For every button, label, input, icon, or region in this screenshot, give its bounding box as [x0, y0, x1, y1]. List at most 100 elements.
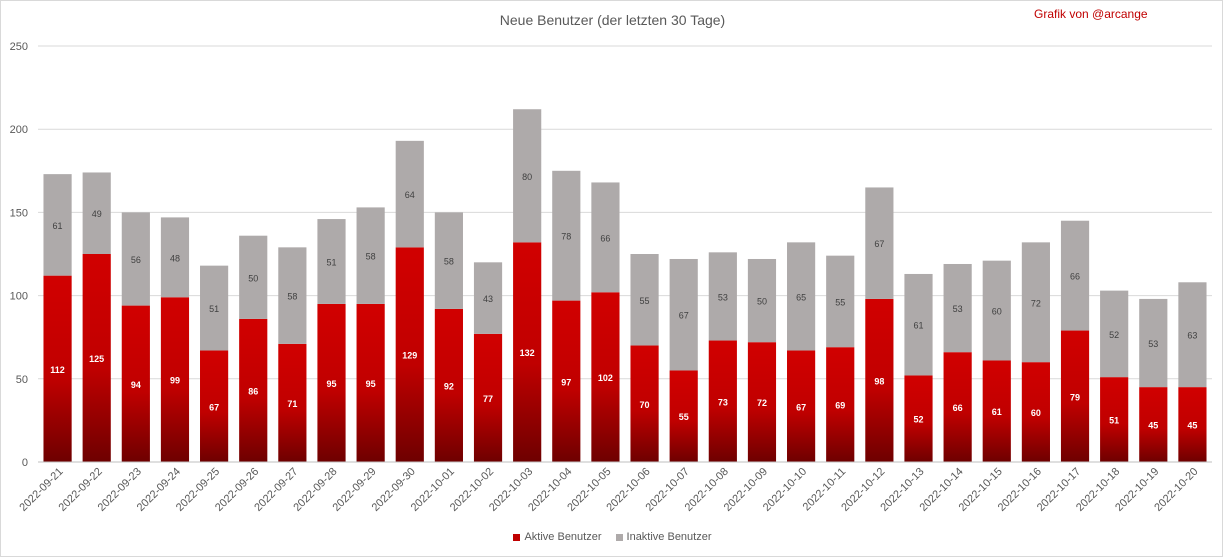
bar-inactive: [473, 262, 503, 334]
bar-inactive: [943, 263, 972, 353]
data-label-active: 102: [598, 373, 613, 383]
bar-inactive: [591, 182, 620, 293]
bar-inactive: [865, 187, 894, 299]
data-label-inactive: 65: [796, 292, 806, 302]
data-label-active: 112: [50, 365, 65, 375]
bar-inactive: [1021, 242, 1050, 363]
data-label-inactive: 53: [953, 304, 963, 314]
data-label-inactive: 51: [209, 304, 219, 314]
data-label-active: 98: [874, 376, 884, 386]
data-label-active: 45: [1187, 421, 1197, 431]
bar-active: [1100, 377, 1129, 462]
bar-inactive: [121, 212, 150, 306]
data-label-inactive: 53: [718, 292, 728, 302]
data-label-active: 86: [248, 386, 258, 396]
bar-inactive: [630, 254, 659, 346]
data-label-active: 77: [483, 394, 493, 404]
data-label-inactive: 66: [1070, 272, 1080, 282]
bar-inactive: [395, 140, 424, 248]
bar-inactive: [1100, 290, 1129, 378]
chart-legend: Aktive Benutzer Inaktive Benutzer: [1, 531, 1223, 543]
bar-active: [708, 340, 737, 462]
data-label-inactive: 55: [835, 297, 845, 307]
bar-active: [82, 254, 111, 462]
bar-inactive: [278, 247, 307, 344]
bar-active: [787, 350, 816, 462]
bar-active: [513, 242, 542, 462]
data-label-inactive: 63: [1187, 331, 1197, 341]
data-label-active: 92: [444, 381, 454, 391]
data-label-inactive: 58: [366, 252, 376, 262]
data-label-active: 55: [679, 412, 689, 422]
bar-active: [904, 375, 933, 462]
chart-credit: Grafik von @arcange: [1034, 7, 1148, 21]
bar-active: [239, 318, 268, 462]
data-label-active: 72: [757, 398, 767, 408]
legend-item-active: Aktive Benutzer: [513, 531, 602, 543]
bar-inactive: [513, 109, 542, 243]
bar-inactive: [826, 255, 855, 348]
bar-active: [943, 352, 972, 462]
bar-active: [552, 300, 581, 462]
data-label-active: 94: [131, 380, 141, 390]
data-label-inactive: 48: [170, 253, 180, 263]
bar-active: [747, 342, 777, 462]
bar-active: [669, 370, 698, 462]
bar-inactive: [317, 219, 346, 304]
legend-swatch-inactive: [615, 533, 623, 541]
bar-active: [1060, 330, 1090, 462]
bar-inactive: [669, 258, 698, 371]
bar-inactive: [82, 172, 111, 254]
bar-active: [1021, 362, 1050, 462]
data-label-active: 67: [796, 402, 806, 412]
bar-active: [121, 305, 150, 462]
data-label-inactive: 49: [92, 209, 102, 219]
y-tick-label: 150: [10, 207, 28, 219]
bar-inactive: [160, 217, 190, 298]
data-label-inactive: 51: [326, 257, 336, 267]
legend-item-inactive: Inaktive Benutzer: [615, 531, 712, 543]
bar-inactive: [356, 207, 385, 304]
bar-active: [434, 308, 463, 462]
data-label-inactive: 56: [131, 255, 141, 265]
bar-active: [630, 345, 659, 462]
bar-active: [278, 343, 307, 462]
data-label-inactive: 55: [640, 296, 650, 306]
data-label-active: 66: [953, 403, 963, 413]
legend-label-inactive: Inaktive Benutzer: [626, 531, 712, 543]
bar-inactive: [708, 252, 737, 341]
bar-inactive: [747, 258, 777, 343]
bar-active: [395, 247, 424, 462]
bar-active: [591, 292, 620, 462]
data-label-inactive: 43: [483, 294, 493, 304]
data-label-inactive: 61: [913, 321, 923, 331]
bar-inactive: [1060, 220, 1090, 331]
data-label-inactive: 50: [757, 297, 767, 307]
data-label-inactive: 72: [1031, 298, 1041, 308]
y-tick-label: 200: [10, 124, 28, 136]
data-label-inactive: 80: [522, 172, 532, 182]
y-tick-label: 250: [10, 41, 28, 53]
data-label-active: 132: [520, 348, 535, 358]
data-label-active: 67: [209, 402, 219, 412]
data-label-inactive: 60: [992, 307, 1002, 317]
legend-swatch-active: [513, 533, 521, 541]
data-label-inactive: 53: [1148, 339, 1158, 349]
bar-active: [200, 350, 229, 462]
bar-inactive: [552, 170, 581, 301]
data-label-active: 70: [640, 400, 650, 410]
bar-inactive: [787, 242, 816, 351]
data-label-inactive: 50: [248, 273, 258, 283]
bar-inactive: [1139, 298, 1168, 388]
data-label-inactive: 58: [444, 257, 454, 267]
bar-active: [982, 360, 1011, 462]
data-label-active: 79: [1070, 392, 1080, 402]
data-label-active: 125: [89, 354, 104, 364]
data-label-active: 45: [1148, 421, 1158, 431]
data-label-active: 51: [1109, 416, 1119, 426]
data-label-inactive: 78: [561, 232, 571, 242]
bar-active: [1139, 387, 1168, 462]
y-tick-label: 100: [10, 291, 28, 303]
bar-active: [356, 303, 385, 462]
